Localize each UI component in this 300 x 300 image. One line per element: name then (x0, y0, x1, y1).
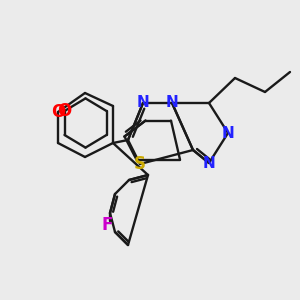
Text: O: O (57, 102, 72, 120)
Text: N: N (202, 155, 215, 170)
Text: F: F (101, 216, 113, 234)
Text: N: N (166, 95, 178, 110)
Text: N: N (136, 95, 149, 110)
Text: N: N (222, 125, 234, 140)
Text: O: O (51, 103, 65, 121)
Text: S: S (134, 155, 146, 173)
